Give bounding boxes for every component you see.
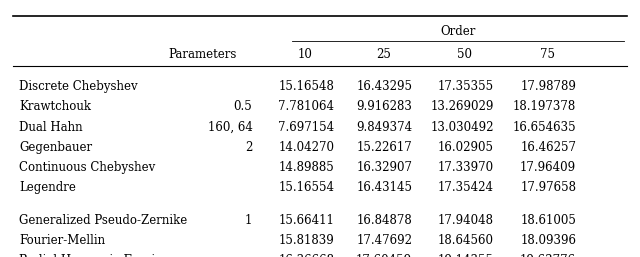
Text: 18.61005: 18.61005 <box>520 214 576 227</box>
Text: 15.16554: 15.16554 <box>278 181 334 194</box>
Text: 160, 64: 160, 64 <box>207 121 252 134</box>
Text: 15.16548: 15.16548 <box>278 80 334 93</box>
Text: 1: 1 <box>245 214 252 227</box>
Text: 16.43145: 16.43145 <box>356 181 412 194</box>
Text: 9.849374: 9.849374 <box>356 121 412 134</box>
Text: 7.697154: 7.697154 <box>278 121 334 134</box>
Text: Radial Harmonic Fourier: Radial Harmonic Fourier <box>19 254 168 257</box>
Text: 16.32907: 16.32907 <box>356 161 412 174</box>
Text: 14.89885: 14.89885 <box>278 161 334 174</box>
Text: Dual Hahn: Dual Hahn <box>19 121 83 134</box>
Text: 18.09396: 18.09396 <box>520 234 576 247</box>
Text: 17.35424: 17.35424 <box>438 181 494 194</box>
Text: Legendre: Legendre <box>19 181 76 194</box>
Text: 14.04270: 14.04270 <box>278 141 334 154</box>
Text: 17.60459: 17.60459 <box>356 254 412 257</box>
Text: 16.36668: 16.36668 <box>278 254 334 257</box>
Text: 7.781064: 7.781064 <box>278 100 334 113</box>
Text: 0.5: 0.5 <box>234 100 252 113</box>
Text: 17.33970: 17.33970 <box>438 161 494 174</box>
Text: 16.84878: 16.84878 <box>356 214 412 227</box>
Text: 17.98789: 17.98789 <box>520 80 576 93</box>
Text: Krawtchouk: Krawtchouk <box>19 100 91 113</box>
Text: 17.94048: 17.94048 <box>438 214 494 227</box>
Text: 16.02905: 16.02905 <box>438 141 494 154</box>
Text: 18.197378: 18.197378 <box>513 100 576 113</box>
Text: 10: 10 <box>298 48 312 61</box>
Text: 13.030492: 13.030492 <box>430 121 494 134</box>
Text: 13.269029: 13.269029 <box>431 100 494 113</box>
Text: Generalized Pseudo-Zernike: Generalized Pseudo-Zernike <box>19 214 187 227</box>
Text: 50: 50 <box>458 48 472 61</box>
Text: Continuous Chebyshev: Continuous Chebyshev <box>19 161 155 174</box>
Text: 17.35355: 17.35355 <box>438 80 494 93</box>
Text: 16.654635: 16.654635 <box>513 121 576 134</box>
Text: 9.916283: 9.916283 <box>356 100 412 113</box>
Text: 2: 2 <box>245 141 252 154</box>
Text: 16.43295: 16.43295 <box>356 80 412 93</box>
Text: 19.14355: 19.14355 <box>438 254 494 257</box>
Text: 15.81839: 15.81839 <box>278 234 334 247</box>
Text: Parameters: Parameters <box>169 48 237 61</box>
Text: 19.63776: 19.63776 <box>520 254 576 257</box>
Text: Gegenbauer: Gegenbauer <box>19 141 92 154</box>
Text: Order: Order <box>440 25 476 38</box>
Text: 15.22617: 15.22617 <box>356 141 412 154</box>
Text: 75: 75 <box>540 48 555 61</box>
Text: 17.47692: 17.47692 <box>356 234 412 247</box>
Text: 16.46257: 16.46257 <box>520 141 576 154</box>
Text: Fourier-Mellin: Fourier-Mellin <box>19 234 105 247</box>
Text: 15.66411: 15.66411 <box>278 214 334 227</box>
Text: 17.96409: 17.96409 <box>520 161 576 174</box>
Text: 17.97658: 17.97658 <box>520 181 576 194</box>
Text: 25: 25 <box>376 48 390 61</box>
Text: Discrete Chebyshev: Discrete Chebyshev <box>19 80 138 93</box>
Text: 18.64560: 18.64560 <box>438 234 494 247</box>
